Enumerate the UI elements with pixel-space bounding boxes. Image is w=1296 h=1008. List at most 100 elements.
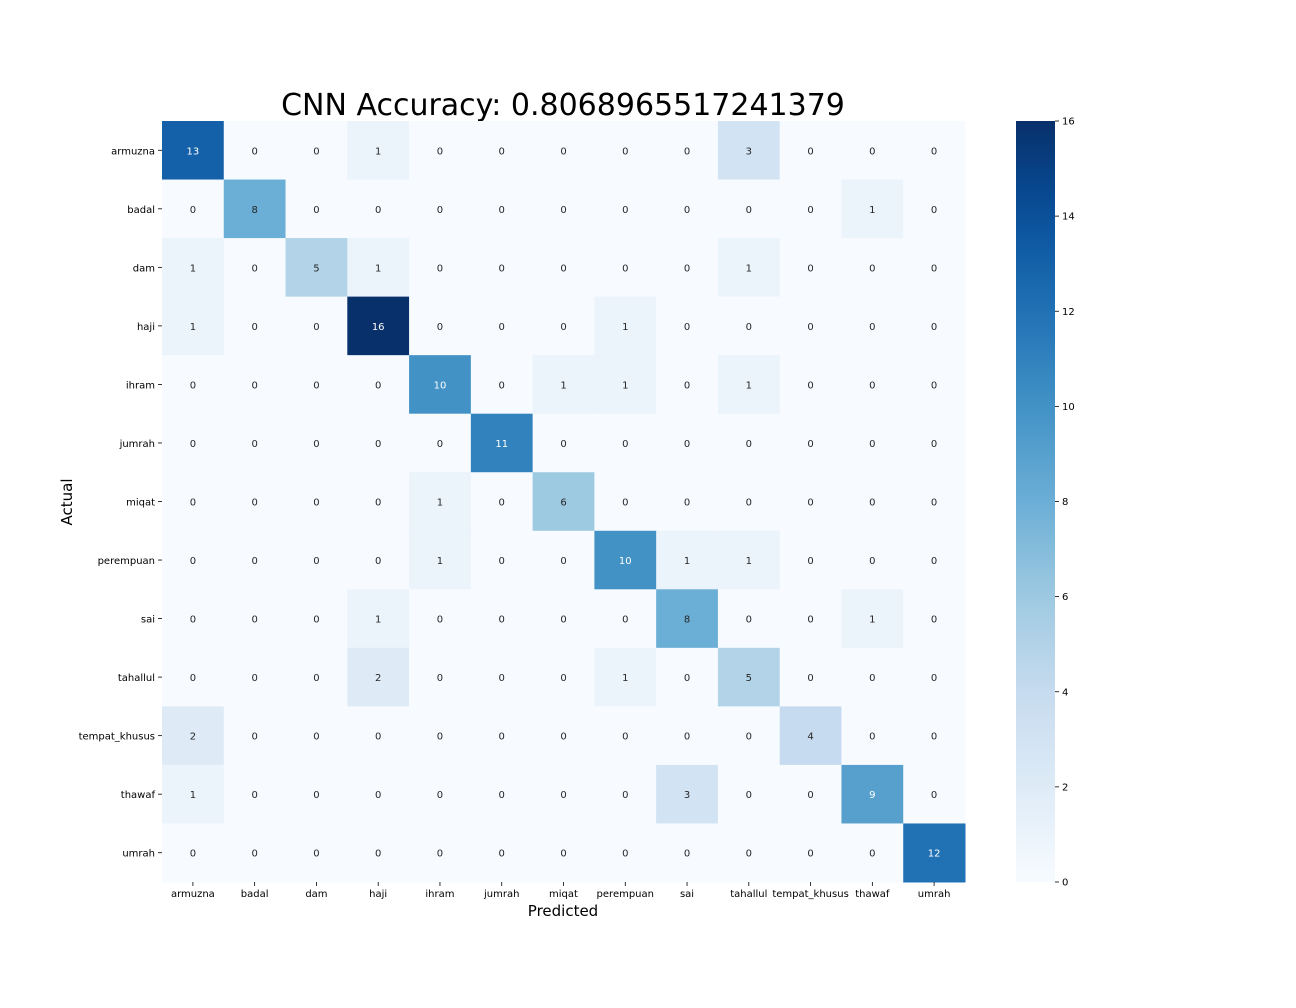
cell-value-label: 1 (190, 263, 196, 274)
cell-value-label: 0 (746, 790, 752, 801)
cell-value-label: 0 (869, 849, 875, 860)
heatmap-cell (409, 530, 472, 590)
heatmap-cell (594, 764, 657, 824)
cell-value-label: 1 (746, 380, 752, 391)
heatmap-cell (285, 355, 348, 415)
cell-value-label: 0 (560, 263, 566, 274)
heatmap-cell (656, 413, 719, 473)
heatmap-cell (470, 530, 534, 590)
cell-value-label: 0 (560, 439, 566, 450)
heatmap-cell (903, 647, 966, 707)
heatmap-cell (347, 179, 410, 239)
heatmap-cell (594, 589, 657, 649)
cell-value-label: 0 (931, 205, 937, 216)
x-tick-label: armuzna (171, 889, 215, 900)
heatmap-cell (470, 823, 534, 883)
colorbar-tick-label: 10 (1062, 402, 1075, 413)
cell-value-label: 0 (499, 205, 505, 216)
heatmap-cell (779, 179, 842, 239)
cell-value-label: 0 (499, 849, 505, 860)
heatmap-cell (532, 706, 595, 766)
heatmap-cell (594, 179, 657, 239)
cell-value-label: 0 (499, 498, 505, 509)
heatmap-cell (347, 823, 410, 883)
colorbar-tick-label: 14 (1062, 212, 1075, 223)
cell-value-label: 0 (560, 673, 566, 684)
heatmap-cell (903, 179, 966, 239)
y-tick-label: sai (141, 615, 155, 626)
x-tick-label: thawaf (855, 889, 890, 900)
y-tick-label: tahallul (118, 673, 155, 684)
cell-value-label: 16 (372, 322, 385, 333)
heatmap-cell (470, 296, 534, 356)
heatmap-cell (656, 647, 719, 707)
cell-value-label: 0 (313, 673, 319, 684)
cell-value-label: 1 (437, 498, 443, 509)
x-tick-label: sai (680, 889, 694, 900)
cell-value-label: 0 (746, 615, 752, 626)
cell-value-label: 0 (684, 673, 690, 684)
heatmap-cells: 13 0 0 1 0 0 0 0 0 3 0 0 00 8 0 0 0 0 0 0 0 0 0 1 01 0 5 1 0 0 0 0 0 1 0 0 0… (162, 121, 966, 883)
heatmap-cell (162, 589, 225, 649)
heatmap-cell (717, 296, 781, 356)
heatmap-cell (779, 121, 842, 181)
heatmap-cell (162, 472, 225, 532)
x-tick-label: tempat_khusus (772, 889, 848, 900)
heatmap-cell (903, 355, 966, 415)
heatmap-cell (532, 179, 595, 239)
heatmap-cell (779, 413, 842, 473)
cell-value-label: 1 (375, 263, 381, 274)
heatmap-cell (779, 530, 842, 590)
heatmap-cell (594, 413, 657, 473)
cell-value-label: 5 (313, 263, 319, 274)
heatmap-cell (162, 238, 225, 298)
heatmap-cell (223, 238, 287, 298)
cell-value-label: 0 (931, 380, 937, 391)
heatmap-cell (532, 647, 595, 707)
heatmap-cell (409, 589, 472, 649)
heatmap-cell (594, 530, 657, 590)
heatmap-cell (285, 413, 348, 473)
cell-value-label: 1 (375, 615, 381, 626)
heatmap-cell (717, 238, 781, 298)
heatmap-cell (779, 238, 842, 298)
x-tick-label: tahallul (730, 889, 767, 900)
cell-value-label: 0 (499, 556, 505, 567)
y-axis-label: Actual (58, 479, 76, 526)
cell-value-label: 0 (746, 322, 752, 333)
heatmap-cell (285, 121, 348, 181)
chart-title: CNN Accuracy: 0.8068965517241379 (281, 88, 845, 123)
heatmap-cell (285, 296, 348, 356)
heatmap-cell (162, 413, 225, 473)
heatmap-cell (162, 179, 225, 239)
heatmap-cell (717, 823, 781, 883)
cell-value-label: 0 (437, 146, 443, 157)
cell-value-label: 0 (746, 498, 752, 509)
cell-value-label: 0 (437, 322, 443, 333)
heatmap-cell (841, 530, 904, 590)
cell-value-label: 2 (190, 732, 196, 743)
heatmap-cell (717, 121, 781, 181)
heatmap-cell (470, 647, 534, 707)
heatmap-cell (594, 355, 657, 415)
cell-value-label: 0 (807, 263, 813, 274)
cell-value-label: 0 (622, 439, 628, 450)
cell-value-label: 11 (495, 439, 508, 450)
heatmap-cell (779, 355, 842, 415)
heatmap-cell (594, 238, 657, 298)
heatmap-cell (470, 472, 534, 532)
heatmap-cell (532, 530, 595, 590)
heatmap-cell (162, 823, 225, 883)
heatmap-cell (717, 589, 781, 649)
heatmap-cell (347, 296, 410, 356)
cell-value-label: 0 (251, 498, 257, 509)
x-tick-label: haji (369, 889, 387, 900)
heatmap-cell (903, 706, 966, 766)
heatmap-cell (347, 121, 410, 181)
heatmap-cell (841, 472, 904, 532)
heatmap-cell (903, 296, 966, 356)
heatmap-cell (779, 706, 842, 766)
cell-value-label: 3 (684, 790, 690, 801)
cell-value-label: 0 (313, 732, 319, 743)
